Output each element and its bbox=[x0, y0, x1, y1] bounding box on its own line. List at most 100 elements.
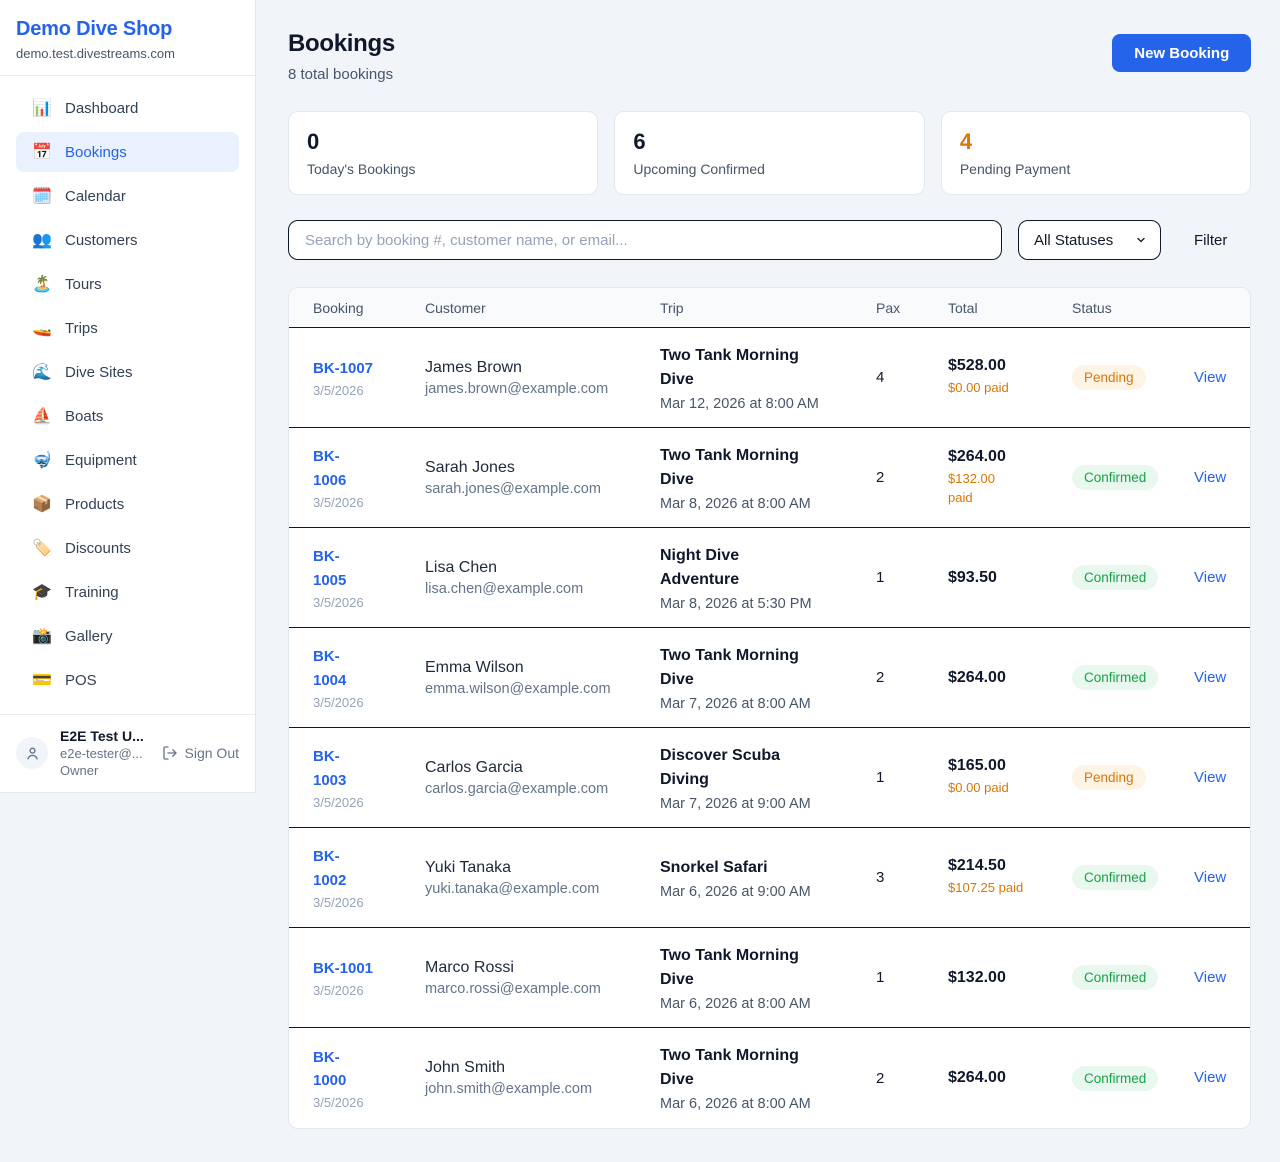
view-link[interactable]: View bbox=[1194, 1069, 1227, 1086]
column-header-status: Status bbox=[1072, 299, 1112, 316]
customer-name: Carlos Garcia bbox=[425, 758, 523, 776]
sidebar-item-dive-sites[interactable]: 🌊 Dive Sites bbox=[16, 352, 239, 392]
stat-card: 0 Today's Bookings bbox=[288, 111, 599, 195]
brand-domain: demo.test.divestreams.com bbox=[16, 46, 175, 61]
customer-cell: Marco Rossi marco.rossi@example.com bbox=[425, 959, 660, 997]
booking-date: 3/5/2026 bbox=[313, 794, 364, 810]
new-booking-button[interactable]: New Booking bbox=[1112, 34, 1252, 72]
pax-count: 1 bbox=[876, 569, 885, 586]
customer-cell: John Smith john.smith@example.com bbox=[425, 1059, 660, 1097]
table-row: BK- 1002 3/5/2026 Yuki Tanaka yuki.tanaka… bbox=[289, 828, 1251, 928]
trip-cell: Two Tank Morning Dive Mar 7, 2026 at 8:0… bbox=[660, 644, 876, 712]
booking-date: 3/5/2026 bbox=[313, 383, 364, 399]
pax-count: 1 bbox=[876, 969, 885, 986]
trip-time: Mar 7, 2026 at 9:00 AM bbox=[660, 795, 811, 812]
sidebar-item-discounts[interactable]: 🏷️ Discounts bbox=[16, 528, 239, 568]
trip-cell: Discover Scuba Diving Mar 7, 2026 at 9:0… bbox=[660, 744, 876, 812]
trip-name: Two Tank Morning Dive bbox=[660, 446, 799, 488]
booking-id-link[interactable]: BK- 1000 bbox=[313, 1048, 347, 1089]
sidebar-item-calendar[interactable]: 🗓️ Calendar bbox=[16, 176, 239, 216]
booking-id-link[interactable]: BK- 1005 bbox=[313, 548, 347, 589]
trip-name: Discover Scuba Diving bbox=[660, 746, 781, 788]
pax-count: 3 bbox=[876, 869, 885, 886]
status-filter-select[interactable]: All Statuses bbox=[1018, 220, 1161, 260]
sign-out-button[interactable]: Sign Out bbox=[162, 745, 239, 761]
status-badge: Confirmed bbox=[1072, 465, 1159, 490]
sidebar-item-pos[interactable]: 💳 POS bbox=[16, 660, 239, 700]
booking-cell: BK- 1002 3/5/2026 bbox=[313, 845, 425, 910]
booking-id-link[interactable]: BK-1007 bbox=[313, 359, 374, 377]
view-link[interactable]: View bbox=[1194, 468, 1227, 486]
bookings-calendar-icon: 📅 bbox=[32, 144, 52, 161]
bookings-table: Booking Customer Trip Pax Total Status B… bbox=[288, 287, 1252, 1129]
stat-label: Today's Bookings bbox=[307, 161, 416, 178]
actions-cell: View bbox=[1194, 1069, 1226, 1087]
total-cell: $132.00 bbox=[948, 969, 1072, 987]
stat-label: Upcoming Confirmed bbox=[633, 161, 765, 178]
search-input[interactable] bbox=[288, 220, 1002, 260]
column-header-total: Total bbox=[948, 299, 978, 316]
customer-name: Sarah Jones bbox=[425, 458, 515, 476]
sidebar-item-boats[interactable]: ⛵ Boats bbox=[16, 396, 239, 436]
customer-cell: Lisa Chen lisa.chen@example.com bbox=[425, 559, 660, 597]
view-link[interactable]: View bbox=[1194, 768, 1227, 786]
booking-id-link[interactable]: BK- 1002 bbox=[313, 848, 347, 889]
booking-cell: BK- 1004 3/5/2026 bbox=[313, 645, 425, 710]
brand-name: Demo Dive Shop bbox=[16, 18, 173, 40]
trip-cell: Two Tank Morning Dive Mar 6, 2026 at 8:0… bbox=[660, 1044, 876, 1112]
sidebar-item-products[interactable]: 📦 Products bbox=[16, 484, 239, 524]
view-link[interactable]: View bbox=[1194, 968, 1227, 986]
paid-amount: $132.00 paid bbox=[948, 470, 995, 505]
sidebar-item-label: Equipment bbox=[65, 451, 137, 469]
total-amount: $264.00 bbox=[948, 1069, 1006, 1086]
sidebar-item-trips[interactable]: 🚤 Trips bbox=[16, 308, 239, 348]
status-cell: Confirmed bbox=[1072, 965, 1194, 990]
sidebar-item-tours[interactable]: 🏝️ Tours bbox=[16, 264, 239, 304]
booking-id-link[interactable]: BK- 1003 bbox=[313, 748, 347, 789]
sidebar-item-bookings[interactable]: 📅 Bookings bbox=[16, 132, 239, 172]
status-cell: Confirmed bbox=[1072, 565, 1194, 590]
view-link[interactable]: View bbox=[1194, 868, 1227, 886]
sidebar-item-gallery[interactable]: 📸 Gallery bbox=[16, 616, 239, 656]
tag-icon: 🏷️ bbox=[32, 540, 52, 557]
chevron-down-icon bbox=[1137, 237, 1145, 243]
status-cell: Confirmed bbox=[1072, 665, 1194, 690]
pax-count: 2 bbox=[876, 1069, 885, 1087]
sidebar-item-dashboard[interactable]: 📊 Dashboard bbox=[16, 88, 239, 128]
sidebar-item-equipment[interactable]: 🤿 Equipment bbox=[16, 440, 239, 480]
view-link[interactable]: View bbox=[1194, 668, 1227, 686]
view-link[interactable]: View bbox=[1194, 368, 1227, 386]
status-badge: Confirmed bbox=[1072, 1065, 1159, 1091]
sidebar-item-label: Trips bbox=[65, 319, 98, 337]
stat-value: 6 bbox=[633, 129, 646, 154]
customer-email: james.brown@example.com bbox=[425, 380, 609, 397]
sidebar-item-customers[interactable]: 👥 Customers bbox=[16, 220, 239, 260]
column-header-customer: Customer bbox=[425, 299, 486, 316]
sidebar-item-training[interactable]: 🎓 Training bbox=[16, 572, 239, 612]
customer-email: carlos.garcia@example.com bbox=[425, 780, 609, 797]
filters-toolbar: All Statuses Filter bbox=[288, 220, 1251, 260]
booking-cell: BK- 1003 3/5/2026 bbox=[313, 745, 425, 810]
filter-button[interactable]: Filter bbox=[1194, 231, 1228, 249]
main-content: Bookings 8 total bookings New Booking 0 … bbox=[256, 0, 1280, 1162]
booking-id-link[interactable]: BK-1001 bbox=[313, 959, 374, 977]
brand-block: Demo Dive Shop demo.test.divestreams.com bbox=[0, 0, 255, 76]
sidebar-item-label: Boats bbox=[65, 407, 104, 425]
status-filter-value: All Statuses bbox=[1034, 231, 1114, 249]
avatar bbox=[16, 737, 48, 769]
booking-id-link[interactable]: BK- 1004 bbox=[313, 648, 347, 689]
user-role: Owner bbox=[60, 763, 99, 778]
wave-icon: 🌊 bbox=[32, 364, 52, 381]
booking-id-link[interactable]: BK- 1006 bbox=[313, 448, 347, 489]
booking-date: 3/5/2026 bbox=[313, 1095, 364, 1111]
total-amount: $132.00 bbox=[948, 968, 1006, 986]
customer-name: Yuki Tanaka bbox=[425, 858, 511, 876]
actions-cell: View bbox=[1194, 669, 1226, 687]
actions-cell: View bbox=[1194, 869, 1226, 887]
sidebar-item-label: Dive Sites bbox=[65, 363, 133, 381]
paid-amount: $0.00 paid bbox=[948, 380, 1009, 396]
user-name: E2E Test U... bbox=[60, 728, 144, 744]
sidebar-item-label: Customers bbox=[65, 231, 138, 249]
status-cell: Confirmed bbox=[1072, 1065, 1194, 1091]
view-link[interactable]: View bbox=[1194, 568, 1227, 586]
